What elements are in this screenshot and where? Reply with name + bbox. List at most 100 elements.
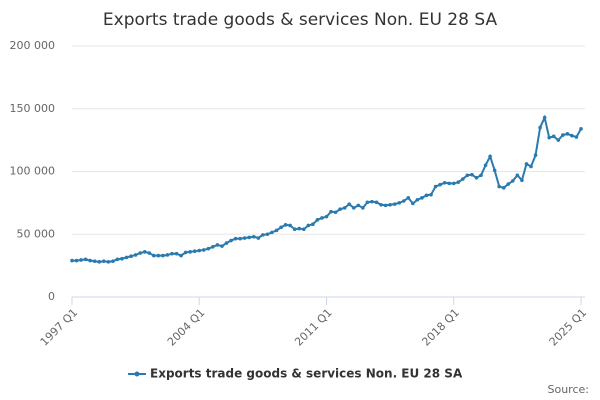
point [411,201,415,206]
point [524,162,529,166]
point [465,173,470,178]
point [333,210,338,215]
point [192,249,197,253]
point [315,218,320,222]
point [70,258,74,263]
point [311,222,315,227]
point [470,172,474,177]
point [365,200,370,205]
point [270,230,274,235]
point [306,223,311,228]
point [511,179,515,183]
point [461,177,465,181]
point [292,227,297,232]
point [324,214,329,219]
point [574,135,579,139]
point [570,133,574,138]
point [329,209,333,214]
y-tick-label: 150 000 [10,102,56,115]
point [111,259,115,264]
point [279,225,283,230]
point [547,135,551,140]
point [188,250,192,254]
point [88,258,92,263]
point [488,154,492,159]
point [152,253,156,258]
point [261,233,265,237]
point [297,226,302,231]
point [447,181,452,186]
point [351,206,356,210]
point [565,132,570,136]
point [538,125,542,130]
point [224,241,229,245]
y-tick-label: 0 [48,290,55,303]
point [492,168,497,173]
point [197,248,202,253]
point [479,173,483,178]
point [301,227,306,232]
point [388,202,392,207]
point [579,127,583,131]
point [401,199,406,203]
point [433,184,438,189]
point [179,253,183,258]
point [165,253,170,257]
point [429,192,433,197]
point [106,260,111,264]
point [233,236,238,241]
point [506,182,511,186]
x-tick-label: 2025 Q1 [547,306,590,349]
point [551,134,556,139]
point [397,201,402,205]
point [274,228,279,233]
point [529,164,533,169]
point [170,251,174,256]
point [124,255,129,260]
point [206,246,211,251]
point [83,257,88,262]
point [320,216,324,220]
point [229,238,233,243]
point [215,243,220,247]
point [115,257,120,262]
point [92,259,97,264]
y-tick-label: 100 000 [10,165,56,178]
point [142,250,147,254]
point [251,234,256,239]
point [520,178,524,183]
point [456,180,461,184]
point [201,248,206,252]
point [424,193,429,198]
point [338,207,342,211]
point [361,206,365,210]
point [347,202,352,206]
x-tick-label: 2004 Q1 [165,306,208,349]
point [120,256,124,261]
point [74,258,79,263]
point [370,199,374,204]
point [283,223,288,227]
point [542,115,547,120]
point [183,250,188,255]
point [342,206,347,210]
point [474,175,479,180]
point [220,244,224,248]
point [561,133,565,137]
point [438,182,442,187]
point [483,163,488,168]
point [102,259,106,264]
point [156,253,161,258]
point [242,236,247,240]
point [392,202,397,206]
point [247,235,252,240]
point [497,184,501,189]
point [501,186,506,190]
point [515,173,520,178]
point [374,200,379,205]
point [383,203,388,208]
legend-marker [134,371,140,377]
point [133,253,138,257]
point [238,236,242,241]
